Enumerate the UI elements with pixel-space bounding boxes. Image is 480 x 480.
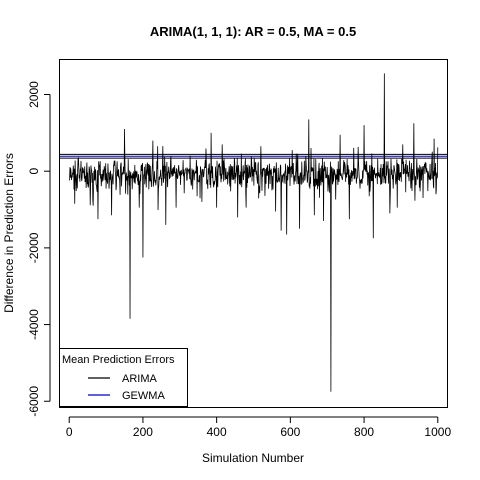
- arima-series: [69, 73, 439, 392]
- y-axis: -6000 -4000 -2000 0 2000: [27, 81, 51, 417]
- x-tick-label: 0: [66, 425, 73, 439]
- x-tick-label: 200: [133, 425, 153, 439]
- y-tick-label: 2000: [27, 81, 41, 108]
- legend-label-gewma: GEWMA: [122, 390, 165, 402]
- x-tick-label: 600: [280, 425, 300, 439]
- x-axis-label: Simulation Number: [202, 451, 304, 465]
- y-tick-label: -2000: [27, 232, 41, 263]
- x-tick-label: 400: [207, 425, 227, 439]
- legend-title: Mean Prediction Errors: [62, 354, 175, 366]
- arima-line: [69, 73, 439, 392]
- y-tick-label: -6000: [27, 386, 41, 417]
- legend-box: [59, 348, 188, 407]
- legend: Mean Prediction Errors ARIMA GEWMA: [59, 348, 188, 407]
- plot-frame: [59, 59, 448, 408]
- legend-label-arima: ARIMA: [122, 373, 158, 385]
- mean-error-lines: [60, 153, 447, 159]
- x-tick-label: 800: [354, 425, 374, 439]
- y-tick-label: -4000: [27, 309, 41, 340]
- y-axis-label: Difference in Prediction Errors: [2, 153, 16, 313]
- y-tick-label: 0: [27, 168, 41, 175]
- x-axis: 0 200 400 600 800 1000: [66, 416, 451, 439]
- chart-title: ARIMA(1, 1, 1): AR = 0.5, MA = 0.5: [150, 24, 356, 39]
- x-tick-label: 1000: [424, 425, 451, 439]
